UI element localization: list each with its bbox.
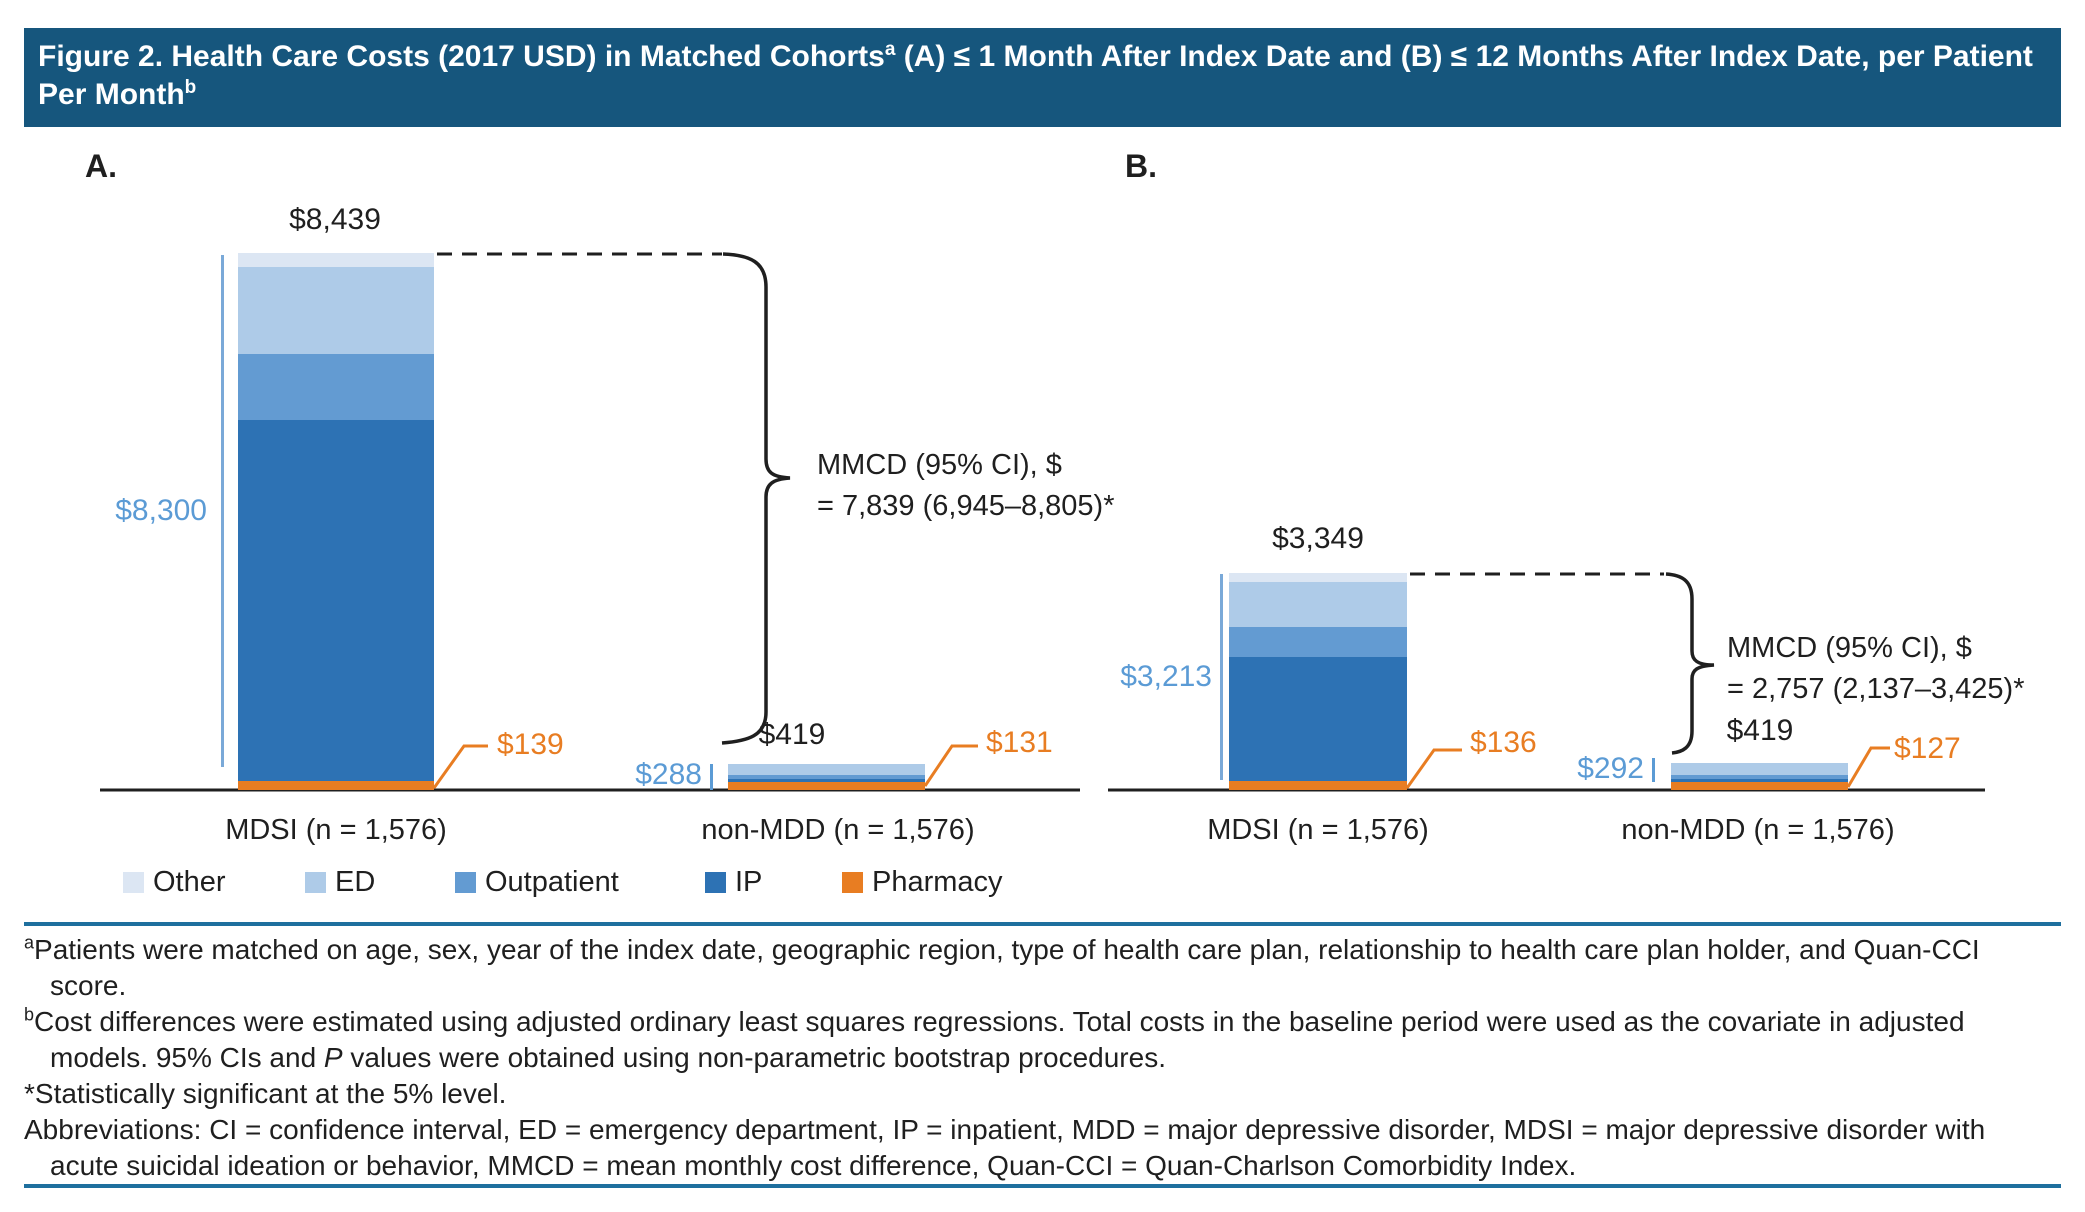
legend-item-outpatient: Outpatient xyxy=(455,866,619,899)
panel-a-mdsi-pharmacy-callout-line xyxy=(432,744,488,789)
panel-b-nonmdd-medical-label: $292 xyxy=(1577,752,1644,785)
bar-segment-ip xyxy=(238,420,434,781)
legend-swatch-ed xyxy=(305,872,326,893)
footnotes-block: aPatients were matched on age, sex, year… xyxy=(24,932,2061,1184)
figure-title-bar: Figure 2. Health Care Costs (2017 USD) i… xyxy=(24,28,2061,127)
bar-segment-other xyxy=(238,253,434,267)
panel-a-label: A. xyxy=(85,148,117,184)
legend-item-pharmacy: Pharmacy xyxy=(842,866,1003,899)
panel-b-nonmdd-pharmacy-callout-line xyxy=(1846,746,1890,788)
panel-b-mmcd-annotation: MMCD (95% CI), $ = 2,757 (2,137–3,425)* xyxy=(1727,632,2025,705)
bar-segment-ed xyxy=(1229,582,1407,627)
bar-segment-ip xyxy=(1671,779,1848,782)
bar-segment-outpatient xyxy=(238,354,434,420)
bottom-divider-rule xyxy=(24,1184,2061,1188)
legend-swatch-outpatient xyxy=(455,872,476,893)
legend-item-ed: ED xyxy=(305,866,375,899)
panel-b-bar-nonmdd xyxy=(1671,763,1848,790)
panel-b-bar-mdsi xyxy=(1229,573,1407,790)
title-superscript-b: b xyxy=(184,77,197,98)
panel-a-nonmdd-axis-label: non-MDD (n = 1,576) xyxy=(701,814,975,846)
bar-segment-ip xyxy=(728,779,925,782)
legend-label-outpatient: Outpatient xyxy=(485,866,619,898)
panel-a-nonmdd-medical-tick xyxy=(710,764,713,790)
panel-a-mdsi-medical-label: $8,300 xyxy=(115,494,207,527)
figure-title-text: Figure 2. Health Care Costs (2017 USD) i… xyxy=(38,39,2033,111)
panel-a-bar-nonmdd xyxy=(728,764,925,790)
bar-segment-pharmacy xyxy=(1229,781,1407,790)
footnote-a-line1: aPatients were matched on age, sex, year… xyxy=(24,932,1980,965)
bar-segment-other xyxy=(1229,573,1407,582)
panel-a-mdsi-axis-label: MDSI (n = 1,576) xyxy=(225,814,447,846)
panel-b-mdsi-medical-label: $3,213 xyxy=(1120,660,1212,693)
panel-a-mdsi-pharmacy-label: $139 xyxy=(497,728,564,761)
panel-a-nonmdd-pharmacy-label: $131 xyxy=(986,726,1053,759)
legend-swatch-ip xyxy=(705,872,726,893)
bar-segment-pharmacy xyxy=(238,781,434,790)
panel-b-label: B. xyxy=(1125,148,1157,184)
legend-swatch-other xyxy=(123,872,144,893)
panel-a-nonmdd-medical-label: $288 xyxy=(635,758,702,791)
bar-segment-outpatient xyxy=(1671,775,1848,779)
legend-label-pharmacy: Pharmacy xyxy=(872,866,1003,898)
panel-a-brace xyxy=(721,252,791,745)
legend-item-other: Other xyxy=(123,866,226,899)
panel-a-nonmdd-total-label: $419 xyxy=(758,718,826,751)
panel-a-bar-mdsi xyxy=(238,253,434,790)
footnote-b-line1: bCost differences were estimated using a… xyxy=(24,1004,1965,1037)
panel-b-mdsi-axis-label: MDSI (n = 1,576) xyxy=(1207,814,1429,846)
footnote-star: *Statistically significant at the 5% lev… xyxy=(24,1078,507,1109)
bar-segment-outpatient xyxy=(1229,627,1407,657)
legend-label-ed: ED xyxy=(335,866,376,898)
bar-segment-ip xyxy=(1229,657,1407,781)
bar-segment-outpatient xyxy=(728,775,925,779)
legend-swatch-pharmacy xyxy=(842,872,863,893)
panel-b-mdsi-pharmacy-callout-line xyxy=(1405,748,1462,789)
bar-segment-ed xyxy=(728,764,925,775)
panel-b-nonmdd-medical-tick xyxy=(1652,758,1655,782)
panel-a-mdsi-total-label: $8,439 xyxy=(289,203,381,236)
top-divider-rule xyxy=(24,922,2061,926)
panel-b-mdsi-medical-bracket-line xyxy=(1220,574,1223,780)
panel-b-nonmdd-total-label: $419 xyxy=(1726,714,1794,747)
footnote-abbreviations-line2: acute suicidal ideation or behavior, MMC… xyxy=(50,1150,1577,1181)
panel-a-mmcd-annotation: MMCD (95% CI), $ = 7,839 (6,945–8,805)* xyxy=(817,449,1115,522)
panel-a-nonmdd-pharmacy-callout-line xyxy=(923,744,978,787)
footnote-abbreviations-line1: Abbreviations: CI = confidence interval,… xyxy=(24,1114,1986,1145)
legend-item-ip: IP xyxy=(705,866,762,899)
bar-segment-ed xyxy=(1671,763,1848,775)
panel-a-mdsi-medical-bracket-line xyxy=(221,255,224,767)
bar-segment-ed xyxy=(238,267,434,354)
bar-segment-pharmacy xyxy=(728,782,925,790)
legend-label-ip: IP xyxy=(735,866,763,898)
panel-b-mdsi-total-label: $3,349 xyxy=(1272,522,1364,555)
panel-b-brace xyxy=(1665,572,1715,755)
panel-b-nonmdd-pharmacy-label: $127 xyxy=(1894,732,1961,765)
legend-label-other: Other xyxy=(153,866,226,898)
title-superscript-a: a xyxy=(884,39,896,60)
panel-b-mdsi-pharmacy-label: $136 xyxy=(1470,726,1537,759)
footnote-a-line2: score. xyxy=(50,970,127,1001)
bar-segment-pharmacy xyxy=(1671,782,1848,790)
panel-b-nonmdd-axis-label: non-MDD (n = 1,576) xyxy=(1621,814,1895,846)
footnote-b-line2: models. 95% CIs and P values were obtain… xyxy=(50,1042,1166,1073)
